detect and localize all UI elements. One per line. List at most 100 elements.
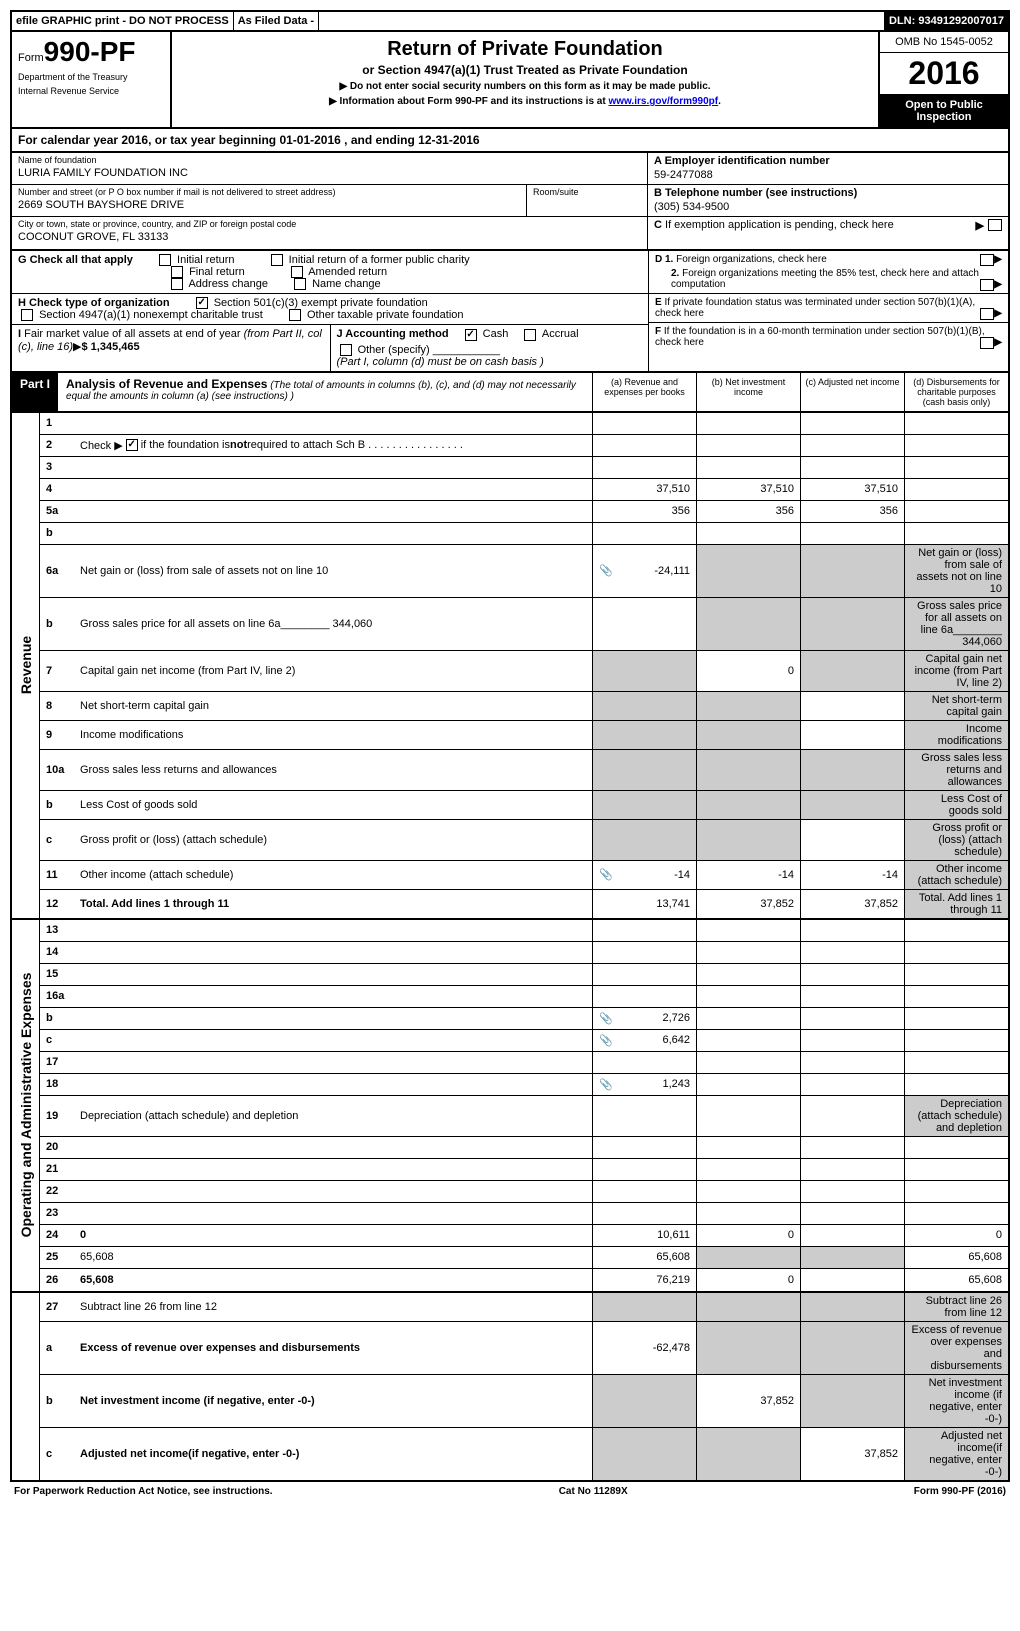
data-cell-c bbox=[800, 1008, 904, 1029]
table-row: 11Other income (attach schedule)📎-14-14-… bbox=[40, 861, 1008, 890]
f-checkbox[interactable] bbox=[980, 337, 994, 349]
line-description: Capital gain net income (from Part IV, l… bbox=[76, 651, 592, 691]
table-row: 14 bbox=[40, 942, 1008, 964]
data-cell-b bbox=[696, 1181, 800, 1202]
data-cell-c bbox=[800, 523, 904, 544]
d2-checkbox[interactable] bbox=[980, 279, 994, 291]
data-cell-a bbox=[592, 1137, 696, 1158]
line-number: 12 bbox=[40, 890, 76, 918]
irs-link[interactable]: www.irs.gov/form990pf bbox=[608, 96, 718, 107]
table-row: 6aNet gain or (loss) from sale of assets… bbox=[40, 545, 1008, 598]
data-cell-c bbox=[800, 791, 904, 819]
data-cell-c bbox=[800, 651, 904, 691]
data-cell-c bbox=[800, 457, 904, 478]
line-description bbox=[76, 1203, 592, 1224]
line-description bbox=[76, 479, 592, 500]
header-row: Form990-PF Department of the Treasury In… bbox=[10, 32, 1010, 129]
line-number: 9 bbox=[40, 721, 76, 749]
initial-former-check[interactable] bbox=[271, 254, 283, 266]
attachment-icon[interactable]: 📎 bbox=[599, 564, 613, 577]
data-cell-d bbox=[904, 1181, 1008, 1202]
amended-check[interactable] bbox=[291, 266, 303, 278]
d1-checkbox[interactable] bbox=[980, 254, 994, 266]
data-cell-b bbox=[696, 692, 800, 720]
data-cell-c: 356 bbox=[800, 501, 904, 522]
data-cell-d: 0 bbox=[904, 1225, 1008, 1246]
part-title: Analysis of Revenue and Expenses (The to… bbox=[58, 373, 592, 411]
data-cell-a bbox=[592, 598, 696, 650]
data-cell-d bbox=[904, 1159, 1008, 1180]
tax-year: 2016 bbox=[880, 53, 1008, 95]
data-cell-d: Less Cost of goods sold bbox=[904, 791, 1008, 819]
omb-number: OMB No 1545-0052 bbox=[880, 32, 1008, 53]
table-row: cAdjusted net income(if negative, enter … bbox=[40, 1428, 1008, 1480]
table-row: c📎6,642 bbox=[40, 1030, 1008, 1052]
other-taxable-check[interactable] bbox=[289, 309, 301, 321]
line-number: b bbox=[40, 791, 76, 819]
street-label: Number and street (or P O box number if … bbox=[18, 187, 520, 197]
data-cell-a bbox=[592, 1052, 696, 1073]
final-return-check[interactable] bbox=[171, 266, 183, 278]
line-description bbox=[76, 1008, 592, 1029]
data-cell-b bbox=[696, 750, 800, 790]
data-cell-c bbox=[800, 964, 904, 985]
table-row: 15 bbox=[40, 964, 1008, 986]
check-sections: G Check all that apply Initial return In… bbox=[10, 251, 1010, 373]
calendar-year: For calendar year 2016, or tax year begi… bbox=[10, 129, 1010, 153]
table-row: 10aGross sales less returns and allowanc… bbox=[40, 750, 1008, 791]
501c3-check[interactable] bbox=[196, 297, 208, 309]
data-cell-d bbox=[904, 1030, 1008, 1051]
data-cell-c bbox=[800, 920, 904, 941]
data-cell-a: 10,611 bbox=[592, 1225, 696, 1246]
line-number: 11 bbox=[40, 861, 76, 889]
data-cell-b bbox=[696, 1074, 800, 1095]
line-description: Gross profit or (loss) (attach schedule) bbox=[76, 820, 592, 860]
e-checkbox[interactable] bbox=[980, 308, 994, 320]
top-bar: efile GRAPHIC print - DO NOT PROCESS As … bbox=[10, 10, 1010, 32]
name-change-check[interactable] bbox=[294, 278, 306, 290]
table-row: 23 bbox=[40, 1203, 1008, 1225]
attachment-icon[interactable]: 📎 bbox=[599, 1034, 613, 1047]
col-c-header: (c) Adjusted net income bbox=[800, 373, 904, 411]
efile-text: efile GRAPHIC print - DO NOT PROCESS bbox=[12, 12, 234, 30]
data-cell-a bbox=[592, 1159, 696, 1180]
schb-check[interactable] bbox=[126, 439, 138, 451]
data-cell-a bbox=[592, 413, 696, 434]
address-change-check[interactable] bbox=[171, 278, 183, 290]
attachment-icon[interactable]: 📎 bbox=[599, 1078, 613, 1091]
data-cell-b bbox=[696, 457, 800, 478]
data-cell-c bbox=[800, 1322, 904, 1374]
cash-check[interactable] bbox=[465, 329, 477, 341]
data-cell-b: 37,852 bbox=[696, 1375, 800, 1427]
line-number: 5a bbox=[40, 501, 76, 522]
initial-return-check[interactable] bbox=[159, 254, 171, 266]
data-cell-d bbox=[904, 986, 1008, 1007]
data-cell-a bbox=[592, 457, 696, 478]
g-section: G Check all that apply Initial return In… bbox=[12, 251, 648, 294]
c-checkbox[interactable] bbox=[988, 219, 1002, 231]
table-row: 17 bbox=[40, 1052, 1008, 1074]
line-description: 0 bbox=[76, 1225, 592, 1246]
line-number: 17 bbox=[40, 1052, 76, 1073]
data-cell-b: 356 bbox=[696, 501, 800, 522]
data-cell-c bbox=[800, 1269, 904, 1291]
data-cell-d bbox=[904, 523, 1008, 544]
data-cell-c bbox=[800, 1137, 904, 1158]
accrual-check[interactable] bbox=[524, 329, 536, 341]
dept-irs: Internal Revenue Service bbox=[18, 86, 164, 96]
line-number: 19 bbox=[40, 1096, 76, 1136]
line-description bbox=[76, 1137, 592, 1158]
line-description bbox=[76, 1074, 592, 1095]
d1-section: D 1. Foreign organizations, check here ▶… bbox=[649, 251, 1008, 294]
attachment-icon[interactable]: 📎 bbox=[599, 868, 613, 881]
attachment-icon[interactable]: 📎 bbox=[599, 1012, 613, 1025]
line-number: c bbox=[40, 820, 76, 860]
other-method-check[interactable] bbox=[340, 344, 352, 356]
revenue-table: Revenue 12Check ▶ if the foundation is n… bbox=[10, 413, 1010, 920]
line-number: 15 bbox=[40, 964, 76, 985]
data-cell-c bbox=[800, 1159, 904, 1180]
4947-check[interactable] bbox=[21, 309, 33, 321]
instruction-2: ▶ Information about Form 990-PF and its … bbox=[178, 96, 872, 107]
table-row: aExcess of revenue over expenses and dis… bbox=[40, 1322, 1008, 1375]
data-cell-b: 37,510 bbox=[696, 479, 800, 500]
